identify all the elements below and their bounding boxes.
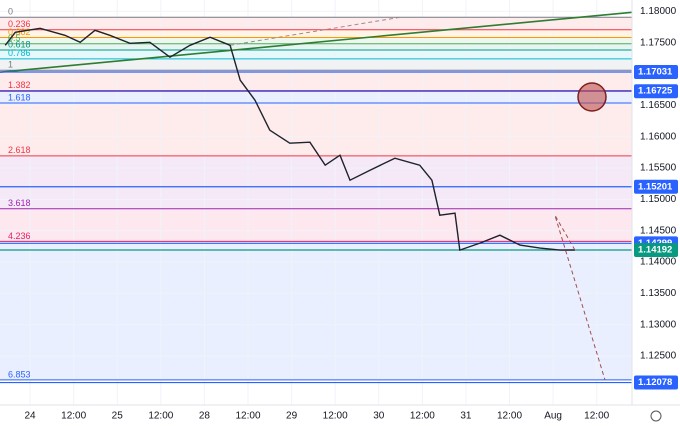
fib-band	[0, 208, 632, 242]
x-tick-label: 12:00	[584, 411, 609, 422]
x-tick-label: 12:00	[497, 411, 522, 422]
fib-label: 0.786	[8, 48, 31, 58]
fib-band	[0, 43, 632, 51]
x-tick-label: 12:00	[323, 411, 348, 422]
y-tick-label: 1.12500	[640, 351, 677, 362]
fib-band	[0, 90, 632, 103]
price-tag	[634, 375, 678, 390]
fib-band	[0, 241, 632, 380]
fib-label: 0.236	[8, 19, 31, 29]
fib-band	[0, 29, 632, 38]
fib-band	[0, 58, 632, 71]
x-tick-label: 25	[112, 411, 124, 422]
y-tick-label: 1.13000	[640, 319, 677, 330]
x-tick-label: 12:00	[235, 411, 260, 422]
price-tag	[634, 179, 678, 194]
fib-label: 2.618	[8, 145, 31, 155]
x-tick-label: 24	[25, 411, 37, 422]
projection	[554, 214, 606, 381]
fib-band	[0, 102, 632, 156]
fib-label: 0.5	[8, 33, 21, 43]
price-tag-label: 1.12078	[638, 377, 672, 388]
x-tick-label: 12:00	[61, 411, 86, 422]
fib-label: 1.382	[8, 80, 31, 90]
fib-label: 1.618	[8, 92, 31, 102]
price-tag-label: 1.15201	[638, 181, 673, 192]
fib-band	[0, 50, 632, 59]
x-tick-label: 12:00	[148, 411, 173, 422]
y-tick-label: 1.14500	[640, 225, 677, 236]
y-tick-label: 1.16500	[640, 100, 677, 111]
trend-line	[230, 16, 401, 46]
y-tick-label: 1.18000	[640, 6, 677, 17]
fib-label: 0.618	[8, 39, 31, 49]
y-tick-label: 1.13500	[640, 288, 677, 299]
y-tick-label: 1.17500	[640, 37, 677, 48]
x-tick-label: 30	[373, 411, 385, 422]
price-line-series	[4, 27, 575, 252]
x-tick-label: 12:00	[410, 411, 435, 422]
y-tick-label: 1.15000	[640, 194, 677, 205]
fib-band	[0, 37, 632, 44]
x-tick-label: 31	[460, 411, 472, 422]
fib-label: 3.618	[8, 198, 31, 208]
fib-band	[0, 155, 632, 209]
price-tag	[634, 243, 678, 258]
price-tag-label: 1.16725	[638, 86, 673, 97]
y-tick-label: 1.14000	[640, 257, 677, 268]
marker-circle	[577, 82, 607, 112]
price-tag-label: 1.17031	[638, 67, 673, 78]
x-tick-label: 28	[199, 411, 211, 422]
price-tag	[634, 65, 678, 80]
fib-label: 1	[8, 60, 13, 70]
price-tag	[634, 84, 678, 99]
fib-label: 6.853	[8, 369, 31, 379]
price-tag-label: 1.14192	[638, 245, 672, 256]
settings-icon[interactable]	[650, 410, 662, 422]
x-tick-label: Aug	[544, 411, 562, 422]
fib-label: 4.236	[8, 231, 31, 241]
x-tick-label: 29	[286, 411, 298, 422]
y-tick-label: 1.15500	[640, 163, 677, 174]
fib-band	[0, 70, 632, 91]
fib-band	[0, 17, 632, 30]
y-tick-label: 1.16000	[640, 131, 677, 142]
fib-label: 0	[8, 7, 13, 17]
trend-line	[0, 11, 633, 74]
